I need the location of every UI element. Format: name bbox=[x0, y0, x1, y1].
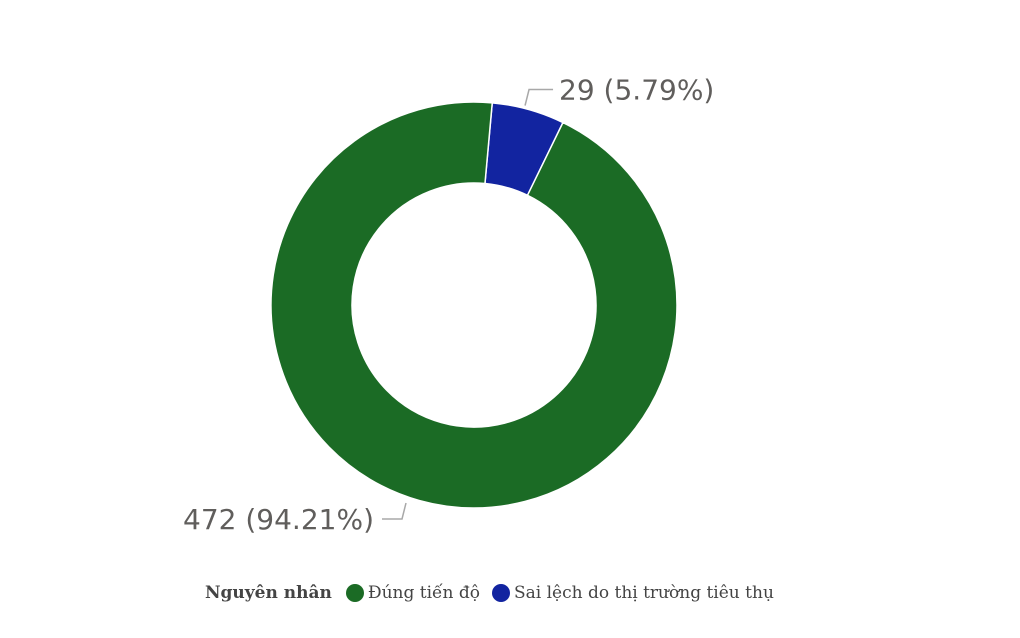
data-label-market-deviation: 29 (5.79%) bbox=[559, 74, 714, 107]
legend-marker-on-schedule bbox=[345, 584, 364, 602]
legend-marker-market-deviation bbox=[491, 584, 510, 602]
data-labels: 29 (5.79%) 472 (94.21%) bbox=[183, 74, 714, 536]
legend-label-market-deviation: Sai lệch do thị trường tiêu thụ bbox=[513, 583, 774, 603]
leader-lines bbox=[382, 88, 554, 520]
data-label-on-schedule: 472 (94.21%) bbox=[183, 503, 374, 536]
donut-slices bbox=[270, 101, 678, 509]
legend-item-on-schedule[interactable]: Đúng tiến độ bbox=[345, 583, 480, 603]
legend-label-on-schedule: Đúng tiến độ bbox=[367, 583, 480, 603]
donut-chart: 29 (5.79%) 472 (94.21%) bbox=[183, 74, 714, 536]
legend-item-market-deviation[interactable]: Sai lệch do thị trường tiêu thụ bbox=[491, 583, 774, 603]
leader-line-on-schedule bbox=[382, 502, 407, 520]
legend-title: Nguyên nhân bbox=[205, 583, 332, 603]
leader-line-market-deviation bbox=[524, 88, 554, 106]
slice-on-schedule[interactable] bbox=[270, 101, 678, 509]
legend: Nguyên nhân Đúng tiến độ Sai lệch do thị… bbox=[205, 583, 786, 603]
